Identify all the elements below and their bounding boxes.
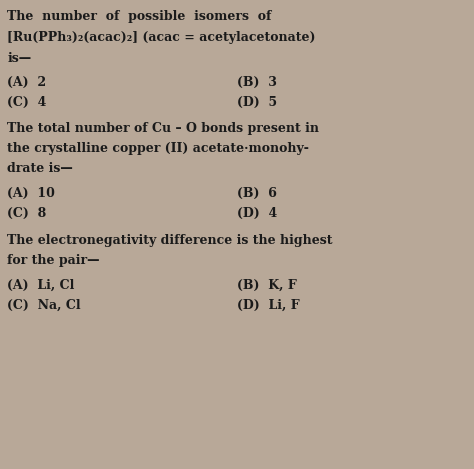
Text: for the pair—: for the pair—: [7, 254, 100, 267]
Text: (B)  3: (B) 3: [237, 76, 277, 89]
Text: drate is—: drate is—: [7, 162, 73, 175]
Text: (D)  4: (D) 4: [237, 207, 277, 220]
Text: [Ru(PPh₃)₂(acac)₂] (acac = acetylacetonate): [Ru(PPh₃)₂(acac)₂] (acac = acetylacetona…: [7, 31, 316, 44]
Text: (B)  K, F: (B) K, F: [237, 279, 297, 292]
Text: (C)  Na, Cl: (C) Na, Cl: [7, 299, 81, 312]
Text: The electronegativity difference is the highest: The electronegativity difference is the …: [7, 234, 333, 247]
Text: (A)  Li, Cl: (A) Li, Cl: [7, 279, 74, 292]
Text: (D)  Li, F: (D) Li, F: [237, 299, 300, 312]
Text: (D)  5: (D) 5: [237, 96, 277, 109]
Text: the crystalline copper (II) acetate·monohy-: the crystalline copper (II) acetate·mono…: [7, 142, 309, 155]
Text: (C)  4: (C) 4: [7, 96, 46, 109]
Text: The  number  of  possible  isomers  of: The number of possible isomers of: [7, 10, 272, 23]
Text: is—: is—: [7, 52, 31, 65]
Text: (A)  10: (A) 10: [7, 187, 55, 200]
Text: (C)  8: (C) 8: [7, 207, 46, 220]
Text: The total number of Cu – O bonds present in: The total number of Cu – O bonds present…: [7, 122, 319, 135]
Text: (B)  6: (B) 6: [237, 187, 277, 200]
Text: (A)  2: (A) 2: [7, 76, 46, 89]
